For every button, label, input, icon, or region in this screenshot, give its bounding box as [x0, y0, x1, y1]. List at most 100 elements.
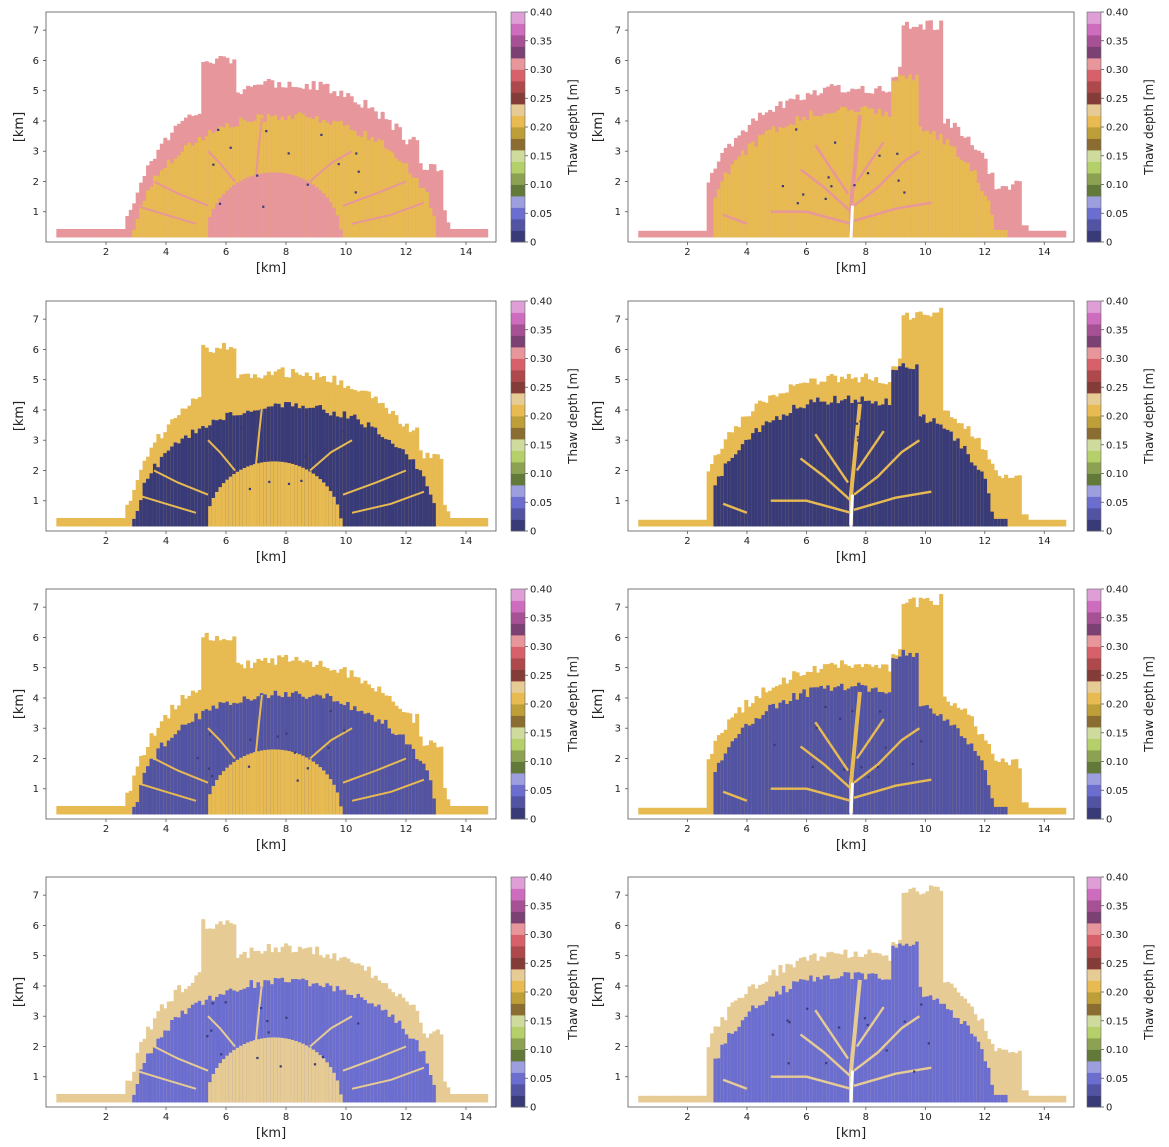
- outer-cell: [703, 519, 708, 527]
- outer-cell: [686, 230, 691, 238]
- center-cell: [318, 1055, 323, 1103]
- inner-cell: [218, 419, 223, 527]
- inner-cell: [349, 995, 354, 1103]
- y-tick-label: 7: [615, 891, 621, 902]
- x-tick-label: 4: [163, 1112, 169, 1123]
- outer-cell: [446, 799, 451, 815]
- center-cell: [263, 1037, 268, 1103]
- y-tick-label: 6: [615, 345, 621, 356]
- center-cell: [277, 172, 282, 238]
- colorbar-swatch: [511, 381, 525, 394]
- colorbar-swatch: [511, 473, 525, 486]
- inner-cell: [190, 721, 195, 815]
- outer-cell: [101, 228, 106, 238]
- outer-cell: [428, 163, 433, 238]
- center-cell: [228, 1052, 233, 1103]
- inner-cell: [716, 1058, 721, 1103]
- inner-cell: [315, 694, 320, 815]
- dark-pixel: [313, 1063, 317, 1066]
- inner-cell: [819, 401, 824, 527]
- inner-cell: [959, 736, 964, 815]
- outer-cell: [645, 807, 650, 815]
- outer-cell: [1062, 807, 1067, 815]
- dark-pixel: [217, 128, 220, 131]
- outer-cell: [651, 1095, 656, 1103]
- dark-pixel: [343, 729, 346, 732]
- inner-cell: [775, 132, 780, 238]
- outer-cell: [439, 170, 444, 238]
- outer-cell: [689, 519, 694, 527]
- inner-cell: [867, 108, 872, 238]
- channel: [207, 727, 236, 760]
- inner-cell: [387, 728, 392, 815]
- outer-cell: [1010, 1052, 1015, 1103]
- y-tick-label: 2: [615, 177, 621, 188]
- colorbar-tick-label: 0.10: [530, 469, 552, 480]
- center-cell: [273, 461, 278, 527]
- outer-cell: [1058, 1095, 1063, 1103]
- inner-cell: [778, 127, 783, 238]
- outer-cell: [63, 1093, 68, 1103]
- inner-cell: [757, 1005, 762, 1103]
- outer-cell: [1021, 802, 1026, 815]
- colorbar-swatch: [511, 173, 525, 185]
- y-axis-label: [km]: [12, 401, 27, 431]
- x-tick-label: 2: [684, 824, 690, 835]
- inner-cell: [335, 701, 340, 815]
- outer-cell: [460, 805, 465, 815]
- center-cell: [266, 172, 271, 238]
- inner-cell: [768, 996, 773, 1103]
- outer-cell: [1031, 519, 1036, 527]
- center-cell: [270, 461, 275, 527]
- inner-cell: [190, 1004, 195, 1103]
- colorbar-tick-label: 0: [1106, 815, 1112, 826]
- x-tick-label: 2: [684, 247, 690, 258]
- outer-cell: [641, 807, 646, 815]
- colorbar-swatch: [1087, 312, 1101, 325]
- outer-cell: [94, 228, 99, 238]
- center-cell: [297, 177, 302, 238]
- inner-cell: [1000, 518, 1005, 527]
- x-tick-label: 2: [684, 1112, 690, 1123]
- center-cell: [218, 198, 223, 238]
- inner-cell: [373, 721, 378, 815]
- heatmap-cells: [56, 919, 489, 1103]
- outer-cell: [480, 805, 485, 815]
- colorbar-tick-label: 0: [530, 527, 536, 538]
- center-cell: [277, 749, 282, 815]
- outer-cell: [658, 519, 663, 527]
- channel: [309, 727, 353, 760]
- inner-cell: [197, 719, 202, 815]
- dark-pixel: [211, 427, 214, 430]
- inner-cell: [1000, 229, 1005, 238]
- inner-cell: [987, 1067, 992, 1103]
- inner-cell: [204, 136, 209, 238]
- dark-pixel: [284, 450, 287, 453]
- inner-cell: [819, 979, 824, 1103]
- outer-cell: [111, 228, 116, 238]
- inner-cell: [884, 979, 889, 1103]
- colorbar-tick-label: 0.20: [530, 412, 552, 423]
- panel-4-1: 2 4 6 8 10 12 141234567[km][km]00.050.100.150.…: [12, 873, 580, 1142]
- inner-cell: [132, 229, 137, 238]
- outer-cell: [125, 504, 130, 527]
- inner-cell: [370, 426, 375, 527]
- inner-cell: [411, 748, 416, 815]
- colorbar-tick-label: 0.10: [530, 180, 552, 191]
- inner-cell: [737, 450, 742, 527]
- x-tick-label: 4: [744, 536, 750, 547]
- dark-pixel: [355, 152, 358, 155]
- outer-cell: [115, 805, 120, 815]
- inner-cell: [993, 229, 998, 238]
- colorbar-swatch: [511, 992, 525, 1004]
- inner-cell: [788, 124, 793, 238]
- colorbar-swatch: [511, 427, 525, 440]
- outer-cell: [463, 1093, 468, 1103]
- inner-cell: [925, 130, 930, 238]
- inner-cell: [802, 689, 807, 815]
- center-cell: [328, 202, 333, 238]
- inner-cell: [166, 450, 171, 527]
- colorbar-swatch: [511, 877, 525, 889]
- outer-cell: [710, 172, 715, 238]
- y-tick-label: 2: [615, 754, 621, 765]
